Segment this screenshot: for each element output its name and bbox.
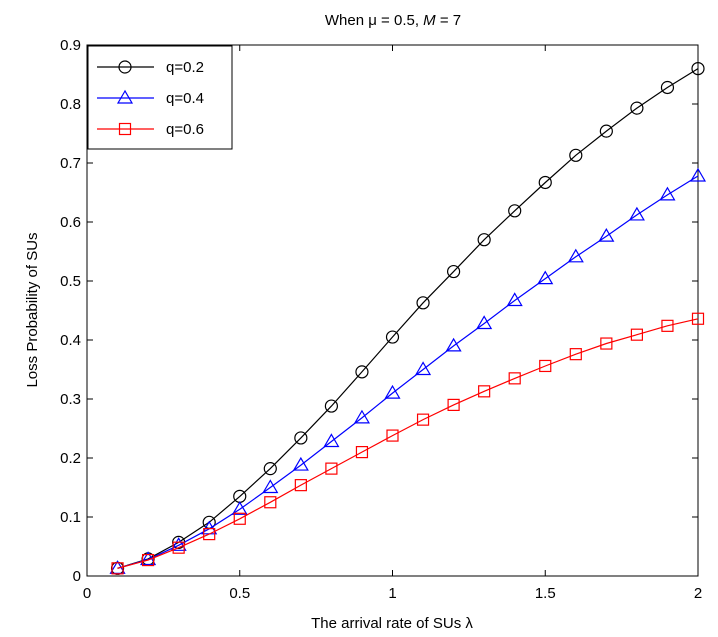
data-point [385,330,400,344]
data-point [599,124,613,138]
y-tick-label: 0.2 [60,450,81,467]
x-tick-label: 1 [388,585,396,602]
data-point [508,204,522,218]
y-tick-label: 0.3 [60,391,81,408]
data-point [264,496,277,509]
data-point [689,167,707,182]
chart-title: When μ = 0.5, M = 7 [325,12,461,29]
chart-title-suffix: = 7 [436,12,461,29]
data-point [353,409,370,424]
y-tick-label: 0 [73,568,81,585]
data-point [691,61,705,76]
data-point [477,233,491,247]
data-point [660,80,675,95]
data-point [323,433,340,448]
data-point [294,431,308,445]
legend-entry: q=0.4 [97,89,204,107]
data-point [508,372,521,385]
chart-title-variable: M [423,12,436,29]
data-point [630,328,644,341]
data-point [416,413,430,426]
axis-tick-labels: 0 0.5 1 1.5 2 0 0.1 0.2 0.3 0.4 0.5 0.6 0.7 0.8 0.9 [60,37,702,602]
data-point [476,315,493,330]
series-layer [109,61,707,575]
data-point [325,462,338,475]
data-point [294,479,307,492]
x-tick-label: 0 [83,585,91,602]
data-point [324,399,338,413]
data-point [262,479,279,494]
data-point [111,562,124,575]
x-tick-label: 1.5 [535,585,556,602]
y-tick-label: 0.4 [60,332,81,349]
chart-title-prefix: When μ = 0.5, [325,12,423,29]
data-point [203,528,216,541]
legend-entry: q=0.6 [97,121,204,138]
y-tick-label: 0.5 [60,273,81,290]
data-point [661,319,674,332]
data-point [598,227,615,242]
data-point [170,537,187,551]
data-point [630,101,644,115]
data-point [659,186,676,201]
data-point [355,446,369,459]
series-square [111,312,705,575]
x-tick-label: 2 [694,585,702,602]
data-point [569,348,582,361]
data-point [142,553,155,567]
x-axis-label: The arrival rate of SUs λ [311,615,473,632]
legend-marker [116,89,134,104]
y-tick-label: 0.8 [60,96,81,113]
data-point [538,175,552,190]
data-point [384,384,401,399]
y-tick-label: 0.7 [60,155,81,172]
data-point [567,248,584,263]
data-point [355,365,369,379]
data-point [415,361,432,376]
x-tick-label: 0.5 [229,585,250,602]
data-point [539,359,552,373]
legend-marker [118,122,132,136]
y-tick-label: 0.6 [60,214,81,231]
data-point [263,462,277,476]
data-point [386,429,399,442]
data-point [600,337,613,350]
data-point [233,512,246,525]
legend-marker [118,60,132,74]
axis-ticks [86,44,699,577]
data-point [416,296,430,310]
legend-entry: q=0.2 [97,59,204,76]
data-point [447,264,461,279]
legend-label: q=0.4 [166,90,204,107]
y-tick-label: 0.1 [60,509,81,526]
data-point [447,398,460,411]
data-point [292,456,309,471]
legend: q=0.2 q=0.4 q=0.6 [87,45,233,150]
data-point [231,501,248,515]
data-point [478,385,491,398]
data-point [537,270,554,285]
data-point [628,206,645,221]
data-point [172,541,185,554]
data-point [445,337,462,352]
series-line [117,175,699,569]
data-point [691,312,705,325]
legend-label: q=0.6 [166,121,204,138]
y-tick-label: 0.9 [60,37,81,54]
data-point [569,148,583,162]
legend-label: q=0.2 [166,59,204,76]
y-axis-label: Loss Probability of SUs [24,232,41,387]
data-point [506,292,523,307]
